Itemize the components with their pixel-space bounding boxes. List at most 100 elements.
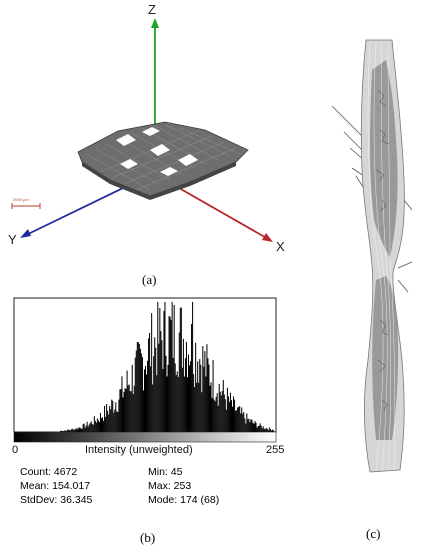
histogram-bar [227,396,229,432]
histogram-bar [257,426,259,432]
histogram-bar [171,302,173,432]
histogram-bar [133,385,135,432]
histogram-bar [220,395,222,432]
histogram-bar [152,384,154,432]
histogram-bar [202,346,204,432]
histogram-bar [269,428,271,432]
scale-bar-label: 2000 µm [13,197,29,202]
histogram-bar [206,344,208,432]
histogram-bar [245,423,247,432]
z-axis-label: Z [148,2,156,17]
histogram-bar [236,410,238,432]
histogram-bar [90,421,92,432]
histogram-bar [239,406,241,432]
histogram-bar [261,428,263,432]
histogram-bar [71,428,73,432]
histogram-bar [267,430,269,432]
histogram-bar [248,418,250,432]
histogram-bar [237,407,239,432]
histogram-bar [108,414,110,432]
histogram-bar [240,413,242,432]
histogram-bar [142,390,144,432]
histogram-bar [216,393,218,432]
histogram-bar [126,370,128,432]
histogram-bar [181,367,183,432]
histogram-bar [84,427,86,432]
histogram-bar [66,430,68,432]
histogram-bar [252,422,254,432]
histogram-bar [110,409,112,432]
histogram-bar [228,402,230,432]
histogram-bar [271,429,273,432]
histogram-bar [154,337,156,432]
histogram-bar [64,430,66,432]
histogram-bar [120,388,122,432]
y-axis-arrow [20,229,31,238]
histogram-bar [109,405,111,432]
histogram-bar [195,342,197,432]
histogram-bar [268,427,270,432]
histogram-bar [105,416,107,432]
histogram-bar [61,430,63,432]
panel-c: (c) [300,0,426,550]
histogram-bar [243,412,245,432]
histogram-bar [73,430,75,432]
histogram-bar [182,338,184,432]
histogram-bar [157,302,159,432]
histogram-bar [140,353,142,432]
z-axis-arrow [151,18,159,28]
histogram-bar [217,405,219,432]
histogram-bar [106,404,108,432]
histogram-bar [183,376,185,432]
histogram-bar [137,342,139,432]
histogram-bar [124,388,126,432]
histogram-bar [114,409,116,432]
stat-mode: Mode: 174 (68) [148,494,220,506]
histogram-bar [256,427,258,432]
histogram-bar [136,342,138,432]
histogram-bar [127,385,129,432]
histogram-bar [83,423,85,432]
histogram-bar [265,427,267,432]
histogram-chart [13,297,277,443]
histogram-bar [167,364,169,432]
histogram-bar [205,376,207,432]
histogram-bar [180,307,182,432]
histogram-bar [134,357,136,432]
histogram-bar [117,411,119,432]
histogram-bar [146,374,148,432]
histogram-bar [194,387,196,432]
histogram-bar [65,430,67,432]
histogram-bar [255,422,257,432]
histogram-bar [201,392,203,432]
histogram-bar [115,402,117,432]
histogram-bar [100,418,103,432]
histogram-bar [234,399,236,432]
histogram-bar [169,316,171,432]
histogram-bar [272,430,274,432]
histogram-bar [81,428,83,432]
histogram-bar [249,422,251,432]
histogram-bar [176,371,178,432]
histogram-bar [68,429,70,432]
histogram-bar [147,360,149,432]
histogram-bar [92,424,94,432]
histogram-bar [77,429,79,432]
histogram-bar [139,348,141,432]
histogram-bar [189,365,191,432]
histogram-bar [250,419,252,432]
histogram-bar [222,380,224,432]
gradient-axis-label: Intensity (unweighted) [85,444,193,456]
histogram-bar [215,397,217,432]
histogram-bar [129,391,131,432]
histogram-bar [80,428,82,432]
histogram-bar [186,377,188,432]
histogram-bar [94,420,96,432]
histogram-bar [130,391,132,432]
histogram-bar [198,382,200,432]
histogram-bar [225,409,227,432]
histogram-bar [213,399,215,432]
histogram-bar [119,389,121,432]
histogram-bar [135,350,137,432]
histogram-bar [82,424,84,432]
